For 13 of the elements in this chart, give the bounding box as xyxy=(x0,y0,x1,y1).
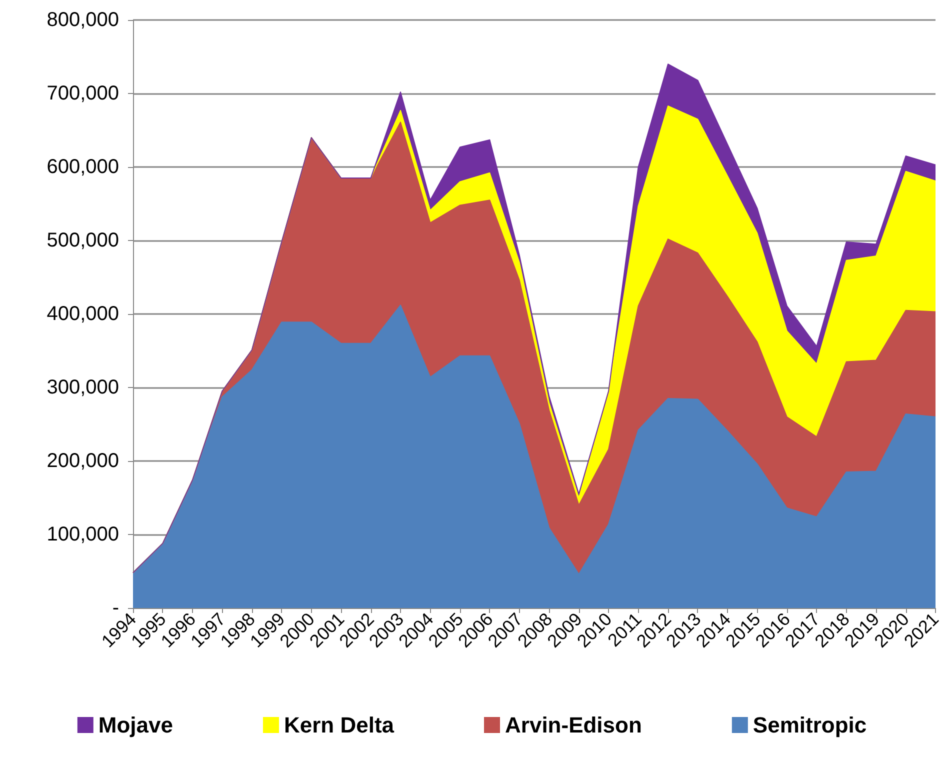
legend-label: Mojave xyxy=(98,712,173,738)
legend-label: Arvin-Edison xyxy=(505,712,642,738)
legend-label: Kern Delta xyxy=(284,712,395,738)
y-tick-label: - xyxy=(112,597,119,619)
y-tick-label: 700,000 xyxy=(46,82,119,104)
y-tick-label: 600,000 xyxy=(46,156,119,178)
legend-label: Semitropic xyxy=(752,712,867,738)
y-tick-label: 200,000 xyxy=(46,450,119,472)
y-tick-label: 300,000 xyxy=(46,376,119,398)
y-tick-label: 500,000 xyxy=(46,230,119,252)
y-tick-label: 400,000 xyxy=(46,303,119,325)
y-tick-label: 800,000 xyxy=(46,9,119,31)
y-tick-label: 100,000 xyxy=(46,524,119,546)
